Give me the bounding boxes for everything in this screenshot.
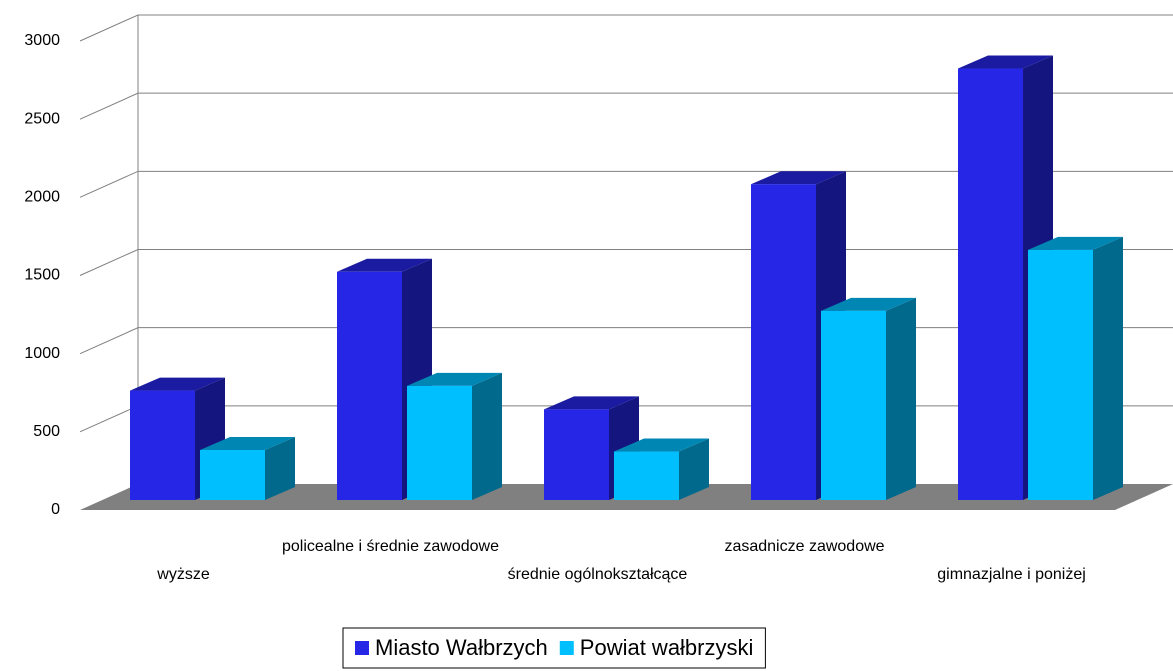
bar [407, 372, 502, 500]
bar-front [337, 271, 402, 500]
bar-top [751, 171, 846, 185]
bar [200, 436, 295, 500]
bar-side [679, 438, 709, 500]
y-tick-label: 1000 [24, 345, 60, 362]
bar-front [614, 451, 679, 500]
x-tick-label: policealne i średnie zawodowe [282, 538, 499, 555]
x-tick-label: wyższe [156, 566, 210, 583]
legend-swatch [559, 641, 574, 655]
bar-top [130, 377, 225, 391]
y-tick-label: 3000 [24, 32, 60, 49]
x-tick-label: średnie ogólnokształcące [508, 566, 688, 583]
legend-swatch [355, 641, 369, 655]
bar [614, 438, 709, 500]
y-tick-label: 1500 [24, 267, 60, 284]
bar-front [958, 68, 1023, 501]
y-tick-label: 500 [33, 423, 60, 440]
legend: Miasto Wałbrzych Powiat wałbrzyski [342, 627, 766, 669]
legend-label: Powiat wałbrzyski [580, 635, 754, 660]
bar-top [821, 297, 916, 311]
bar-side [1093, 236, 1123, 500]
grid-line [79, 92, 1173, 120]
y-tick-label: 2000 [24, 189, 60, 206]
bar-top [614, 438, 709, 452]
legend-label: Miasto Wałbrzych [375, 635, 548, 660]
bar-front [200, 449, 265, 500]
bar-top [337, 258, 432, 272]
bar-front [407, 385, 472, 500]
bar-side [265, 436, 295, 500]
x-tick-label: gimnazjalne i poniżej [937, 566, 1086, 583]
bar-front [130, 390, 195, 500]
bar [1028, 236, 1123, 500]
bar-front [821, 310, 886, 500]
bar-side [472, 372, 502, 500]
bar-top [958, 55, 1053, 69]
y-tick-label: 0 [51, 501, 60, 518]
bar-top [544, 396, 639, 410]
bar-front [1028, 249, 1093, 500]
bar-top [407, 372, 502, 386]
legend-box [342, 627, 766, 669]
y-tick-label: 2500 [24, 110, 60, 127]
bar-front [751, 184, 816, 500]
bar-side [886, 297, 916, 500]
x-tick-label: zasadnicze zawodowe [724, 538, 884, 555]
bar-top [200, 436, 295, 450]
bar-top [1028, 236, 1123, 250]
bar [821, 297, 916, 500]
bar-front [544, 409, 609, 500]
grid-line [79, 14, 1173, 42]
